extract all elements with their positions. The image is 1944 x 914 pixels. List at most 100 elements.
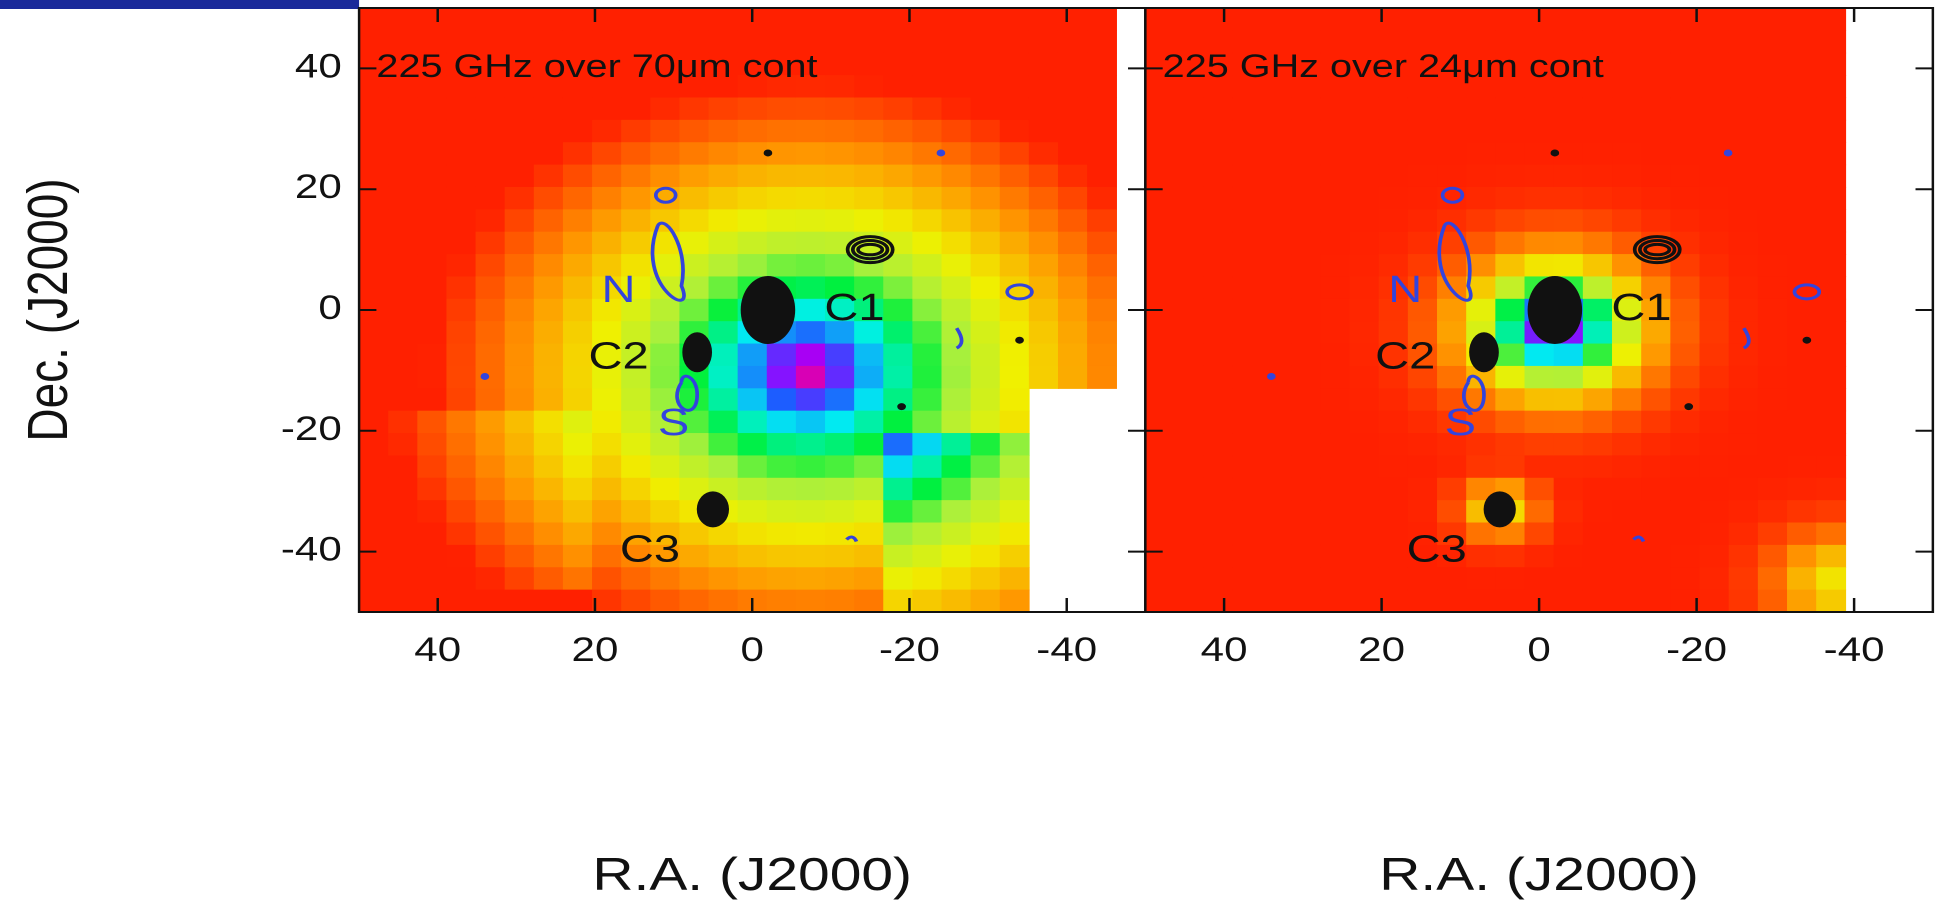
map-pixel (1787, 75, 1817, 99)
map-pixel (941, 97, 972, 121)
map-pixel (1087, 321, 1117, 345)
map-pixel (1466, 52, 1497, 76)
map-pixel (1816, 321, 1847, 345)
map-pixel (1203, 52, 1234, 76)
map-pixel (766, 567, 797, 591)
map-pixel (766, 8, 797, 31)
map-pixel (1495, 209, 1526, 233)
map-pixel (1174, 321, 1205, 345)
map-pixel (1524, 500, 1555, 524)
map-pixel (1553, 455, 1584, 479)
map-pixel (1349, 119, 1380, 143)
map-pixel (475, 589, 506, 613)
map-pixel (1232, 298, 1263, 322)
map-pixel (1582, 30, 1613, 54)
map-pixel (1641, 522, 1672, 546)
map-pixel (504, 209, 535, 233)
map-pixel (1553, 567, 1584, 591)
map-pixel (912, 343, 943, 367)
map-pixel (1612, 567, 1642, 591)
map-pixel (359, 75, 389, 99)
map-pixel (1378, 75, 1409, 99)
map-pixel (1057, 276, 1088, 300)
map-pixel (1787, 52, 1817, 76)
map-pixel (1641, 119, 1672, 143)
map-pixel (1349, 388, 1380, 412)
map-pixel (708, 544, 739, 568)
map-pixel (1582, 321, 1613, 345)
map-pixel (650, 75, 681, 99)
map-pixel (766, 365, 797, 389)
map-pixel (592, 321, 622, 345)
map-pixel (533, 388, 564, 412)
map-pixel (1466, 119, 1497, 143)
map-pixel (562, 186, 593, 210)
map-pixel (533, 254, 564, 278)
map-pixel (1320, 52, 1351, 76)
map-pixel (1699, 500, 1730, 524)
blue-contour (954, 327, 964, 350)
map-pixel (912, 365, 943, 389)
map-pixel (1787, 276, 1817, 300)
map-pixel (970, 455, 1001, 479)
map-pixel (417, 544, 448, 568)
map-pixel (795, 97, 826, 121)
map-pixel (1728, 186, 1759, 210)
map-pixel (1757, 343, 1788, 367)
contour-blob (1527, 276, 1583, 344)
map-pixel (359, 388, 389, 412)
contour-blob (1483, 491, 1516, 528)
map-pixel (1203, 186, 1234, 210)
map-pixel (1232, 254, 1263, 278)
x-tick-label: 0 (1527, 631, 1550, 669)
map-pixel (1816, 209, 1847, 233)
map-pixel (1612, 276, 1642, 300)
map-pixel (970, 97, 1001, 121)
map-pixel (795, 164, 826, 188)
map-pixel (417, 30, 448, 54)
map-pixel (766, 343, 797, 367)
map-pixel (504, 30, 535, 54)
map-pixel (1349, 186, 1380, 210)
map-pixel (1262, 433, 1292, 457)
map-pixel (1699, 231, 1730, 255)
map-pixel (1728, 388, 1759, 412)
map-pixel (941, 8, 972, 31)
map-pixel (970, 433, 1001, 457)
map-pixel (999, 500, 1030, 524)
blue-contour (1440, 186, 1465, 204)
annotation: C2 (588, 335, 648, 378)
map-pixel (941, 455, 972, 479)
map-pixel (1407, 75, 1438, 99)
map-pixel (1407, 544, 1438, 568)
contour-ring (1632, 235, 1682, 265)
map-pixel (592, 455, 622, 479)
map-pixel (1028, 186, 1059, 210)
map-pixel (1495, 276, 1526, 300)
map-pixel (883, 589, 914, 613)
map-pixel (1291, 567, 1322, 591)
map-pixel (1553, 164, 1584, 188)
map-pixel (504, 254, 535, 278)
x-tick-label: 40 (1201, 631, 1248, 669)
map-pixel (825, 142, 855, 166)
map-pixel (1320, 164, 1351, 188)
map-pixel (1612, 75, 1642, 99)
map-pixel (825, 343, 855, 367)
map-pixel (1291, 500, 1322, 524)
map-pixel (1466, 388, 1497, 412)
map-pixel (883, 97, 914, 121)
map-pixel (1320, 119, 1351, 143)
map-pixel (1028, 119, 1059, 143)
map-pixel (1407, 388, 1438, 412)
map-pixel (1670, 97, 1701, 121)
map-pixel (1320, 567, 1351, 591)
map-pixel (1757, 567, 1788, 591)
map-pixel (737, 119, 768, 143)
map-pixel (475, 343, 506, 367)
map-pixel (679, 455, 710, 479)
map-pixel (1407, 365, 1438, 389)
map-pixel (562, 30, 593, 54)
map-pixel (359, 164, 389, 188)
map-pixel (708, 433, 739, 457)
